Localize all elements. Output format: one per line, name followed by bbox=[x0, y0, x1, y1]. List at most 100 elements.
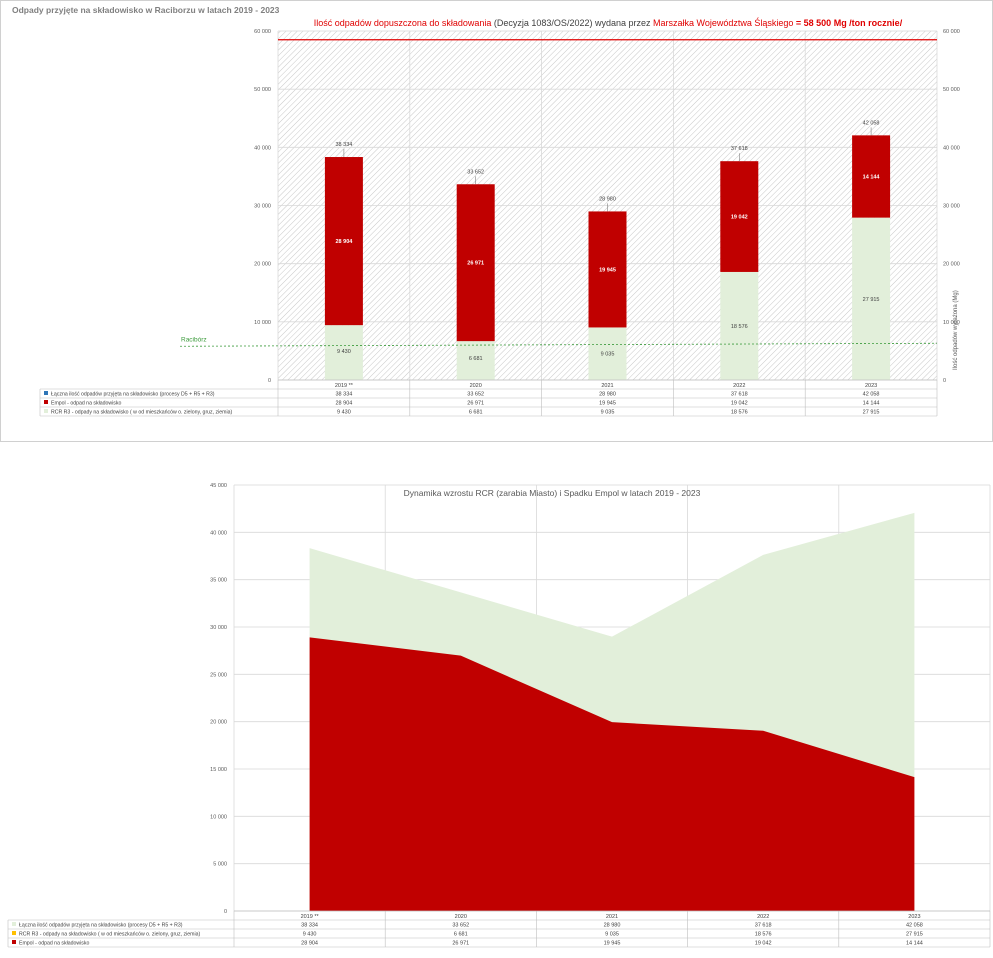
table-cell: 26 971 bbox=[452, 941, 469, 947]
empol-label: 19 042 bbox=[731, 215, 748, 221]
category-label: 2019 ** bbox=[301, 914, 320, 920]
bar-empol bbox=[456, 184, 495, 342]
legend-label: Łączna ilość odpadów przyjęta na składow… bbox=[51, 392, 215, 398]
total-label: 33 652 bbox=[467, 169, 484, 175]
bar-rcr bbox=[720, 271, 759, 380]
bar-empol bbox=[852, 135, 891, 218]
y-tick-label: 5 000 bbox=[213, 862, 227, 868]
total-label: 37 618 bbox=[731, 146, 748, 152]
area-empol bbox=[309, 637, 915, 911]
y-tick-label-right: 60 000 bbox=[943, 29, 960, 35]
table-cell: 18 576 bbox=[755, 932, 772, 938]
legend-swatch bbox=[12, 940, 16, 944]
total-label: 42 058 bbox=[863, 120, 880, 126]
table-cell: 9 430 bbox=[303, 932, 317, 938]
y-tick-label-right: 30 000 bbox=[943, 204, 960, 210]
y-tick-label: 0 bbox=[224, 909, 227, 915]
table-cell: 19 042 bbox=[755, 941, 772, 947]
table-cell: 28 980 bbox=[599, 392, 616, 398]
y-tick-label: 35 000 bbox=[210, 578, 227, 584]
bar-rcr bbox=[852, 217, 891, 380]
table-cell: 19 042 bbox=[731, 401, 748, 407]
table-cell: 9 430 bbox=[337, 410, 351, 416]
table-cell: 19 945 bbox=[604, 941, 621, 947]
rcr-label: 6 681 bbox=[469, 356, 483, 362]
y-tick-label: 15 000 bbox=[210, 767, 227, 773]
rcr-label: 9 430 bbox=[337, 349, 351, 355]
y-tick-label-right: 40 000 bbox=[943, 145, 960, 151]
legend-swatch bbox=[44, 391, 48, 395]
table-cell: 33 652 bbox=[452, 923, 469, 929]
table-cell: 37 618 bbox=[731, 392, 748, 398]
rcr-label: 9 035 bbox=[601, 352, 615, 358]
category-label: 2021 bbox=[606, 914, 618, 920]
legend-swatch bbox=[44, 400, 48, 404]
bar-empol bbox=[324, 157, 363, 326]
legend-label: Łączna ilość odpadów przyjęta na składow… bbox=[19, 923, 183, 929]
empol-label: 28 904 bbox=[335, 239, 353, 245]
table-cell: 26 971 bbox=[467, 401, 484, 407]
y-tick-label-left: 0 bbox=[268, 378, 271, 384]
legend-label: Empol - odpad na składowisko bbox=[51, 401, 121, 407]
y-tick-label: 45 000 bbox=[210, 483, 227, 489]
category-label: 2021 bbox=[601, 383, 613, 389]
table-cell: 18 576 bbox=[731, 410, 748, 416]
category-label: 2020 bbox=[470, 383, 482, 389]
bar-rcr bbox=[324, 325, 363, 380]
subtitle-part: Marszałka Województwa Śląskiego bbox=[653, 17, 793, 28]
table-cell: 38 334 bbox=[301, 923, 318, 929]
category-label: 2023 bbox=[908, 914, 920, 920]
bar-rcr bbox=[456, 341, 495, 380]
table-cell: 14 144 bbox=[906, 941, 923, 947]
category-label: 2020 bbox=[455, 914, 467, 920]
raciborz-label: Racibórz bbox=[181, 336, 207, 343]
bar-rcr bbox=[588, 327, 627, 380]
y-tick-label-right: 50 000 bbox=[943, 87, 960, 93]
table-cell: 27 915 bbox=[863, 410, 880, 416]
table-cell: 42 058 bbox=[906, 923, 923, 929]
y-tick-label: 20 000 bbox=[210, 720, 227, 726]
y-tick-label-left: 20 000 bbox=[254, 262, 271, 268]
category-label: 2022 bbox=[757, 914, 769, 920]
rcr-label: 27 915 bbox=[863, 297, 880, 303]
empol-label: 26 971 bbox=[467, 261, 484, 267]
subtitle-part: Ilość odpadów dopuszczona do składowania bbox=[314, 18, 492, 28]
chart-waste-area: 0 5 000 10 000 15 000 20 000 25 000 30 000 35 0… bbox=[7, 483, 991, 948]
y-tick-label-left: 40 000 bbox=[254, 145, 271, 151]
legend-swatch bbox=[44, 409, 48, 413]
legend-label: Empol - odpad na składowisko bbox=[19, 941, 89, 947]
table-cell: 38 334 bbox=[335, 392, 352, 398]
chart-waste-bar: 0 0 10 000 10 000 20 000 20 000 30 000 30 000 40… bbox=[0, 0, 993, 442]
category-label: 2022 bbox=[733, 383, 745, 389]
y-tick-label: 10 000 bbox=[210, 814, 227, 820]
y-tick-label-left: 30 000 bbox=[254, 204, 271, 210]
y-tick-label-left: 10 000 bbox=[254, 320, 271, 326]
y-tick-label-left: 60 000 bbox=[254, 29, 271, 35]
y-tick-label: 30 000 bbox=[210, 625, 227, 631]
chart-subtitle: Ilość odpadów dopuszczona do składowania… bbox=[314, 17, 903, 28]
table-cell: 37 618 bbox=[755, 923, 772, 929]
rcr-label: 18 576 bbox=[731, 324, 748, 330]
bar-empol bbox=[588, 211, 627, 328]
y-tick-label-left: 50 000 bbox=[254, 87, 271, 93]
chart-title: Odpady przyjęte na składowisko w Racibor… bbox=[12, 5, 280, 15]
empol-label: 19 945 bbox=[599, 267, 616, 273]
table-cell: 33 652 bbox=[467, 392, 484, 398]
table-cell: 28 980 bbox=[604, 923, 621, 929]
y-axis-right-label: Ilość odpadów wyrażona (Mg) bbox=[953, 290, 959, 370]
bar-empol bbox=[720, 161, 759, 272]
total-label: 38 334 bbox=[335, 142, 352, 148]
table-cell: 28 904 bbox=[301, 941, 318, 947]
legend-swatch bbox=[12, 931, 16, 935]
category-label: 2019 ** bbox=[335, 383, 354, 389]
legend-swatch bbox=[12, 922, 16, 926]
table-cell: 6 681 bbox=[454, 932, 468, 938]
y-tick-label: 25 000 bbox=[210, 672, 227, 678]
y-tick-label-right: 20 000 bbox=[943, 262, 960, 268]
table-cell: 14 144 bbox=[863, 401, 880, 407]
subtitle-part: (Decyzja 1083/OS/2022) wydana przez bbox=[491, 18, 653, 28]
empol-label: 14 144 bbox=[863, 174, 881, 180]
y-tick-label-right: 10 000 bbox=[943, 320, 960, 326]
total-label: 28 980 bbox=[599, 196, 616, 202]
subtitle-part: = 58 500 Mg /ton rocznie/ bbox=[793, 18, 902, 28]
